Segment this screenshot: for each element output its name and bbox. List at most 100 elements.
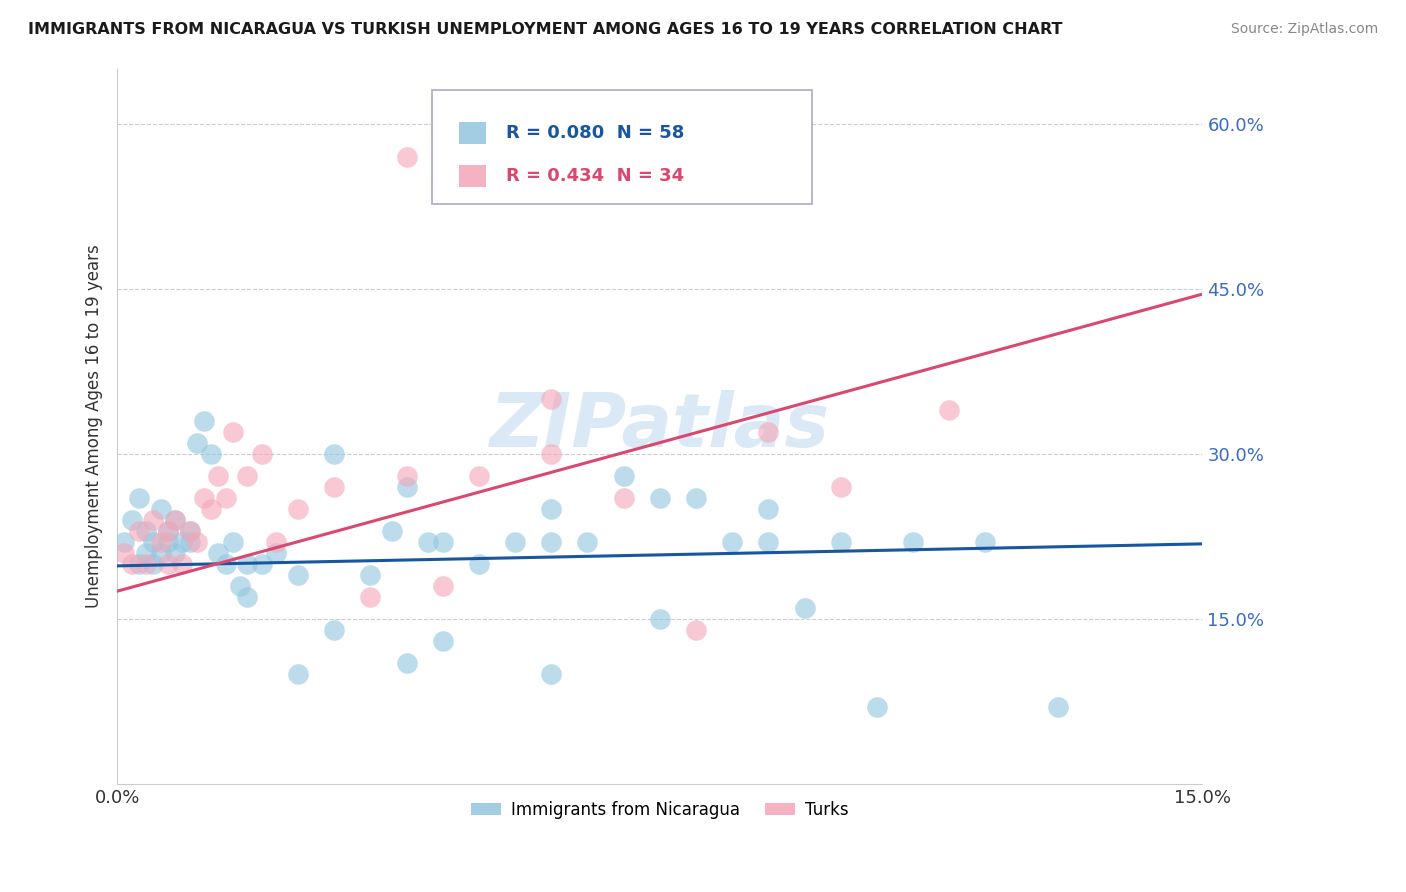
- Point: [540, 501, 562, 516]
- Point: [395, 150, 418, 164]
- Point: [165, 513, 187, 527]
- Point: [149, 546, 172, 560]
- Point: [540, 447, 562, 461]
- Point: [250, 447, 273, 461]
- Point: [112, 534, 135, 549]
- Text: R = 0.434  N = 34: R = 0.434 N = 34: [506, 167, 683, 185]
- Point: [142, 534, 165, 549]
- Point: [685, 623, 707, 637]
- Point: [156, 524, 179, 538]
- Legend: Immigrants from Nicaragua, Turks: Immigrants from Nicaragua, Turks: [464, 794, 855, 825]
- FancyBboxPatch shape: [432, 90, 811, 204]
- Point: [165, 513, 187, 527]
- Point: [186, 534, 208, 549]
- Point: [215, 491, 238, 505]
- Point: [830, 480, 852, 494]
- Point: [266, 534, 288, 549]
- Point: [381, 524, 404, 538]
- Point: [179, 534, 201, 549]
- Point: [250, 557, 273, 571]
- Point: [222, 534, 245, 549]
- Point: [323, 480, 346, 494]
- Point: [323, 447, 346, 461]
- Point: [128, 557, 150, 571]
- Point: [468, 557, 491, 571]
- Point: [613, 468, 636, 483]
- Point: [756, 425, 779, 439]
- Point: [149, 534, 172, 549]
- Point: [156, 534, 179, 549]
- Y-axis label: Unemployment Among Ages 16 to 19 years: Unemployment Among Ages 16 to 19 years: [86, 244, 103, 608]
- Point: [648, 612, 671, 626]
- Point: [395, 480, 418, 494]
- Point: [721, 534, 744, 549]
- Point: [359, 567, 381, 582]
- Point: [756, 534, 779, 549]
- Point: [432, 534, 454, 549]
- Point: [193, 414, 215, 428]
- Point: [215, 557, 238, 571]
- Point: [156, 524, 179, 538]
- Point: [866, 699, 889, 714]
- Point: [156, 557, 179, 571]
- Point: [222, 425, 245, 439]
- Point: [395, 656, 418, 670]
- Point: [468, 468, 491, 483]
- Point: [229, 579, 252, 593]
- Point: [648, 491, 671, 505]
- Point: [395, 468, 418, 483]
- Point: [287, 567, 309, 582]
- Point: [207, 468, 229, 483]
- Point: [830, 534, 852, 549]
- Point: [540, 534, 562, 549]
- Point: [576, 534, 599, 549]
- Point: [186, 435, 208, 450]
- Point: [236, 590, 259, 604]
- Point: [236, 468, 259, 483]
- Point: [135, 546, 157, 560]
- Text: Source: ZipAtlas.com: Source: ZipAtlas.com: [1230, 22, 1378, 37]
- Point: [432, 633, 454, 648]
- Point: [128, 524, 150, 538]
- Point: [135, 557, 157, 571]
- Point: [287, 666, 309, 681]
- Point: [121, 557, 143, 571]
- Text: R = 0.080  N = 58: R = 0.080 N = 58: [506, 124, 685, 142]
- Point: [165, 546, 187, 560]
- Point: [149, 501, 172, 516]
- Point: [142, 557, 165, 571]
- Point: [540, 392, 562, 406]
- Point: [1046, 699, 1069, 714]
- Point: [323, 623, 346, 637]
- Point: [756, 501, 779, 516]
- Text: ZIPatlas: ZIPatlas: [489, 390, 830, 463]
- Point: [128, 491, 150, 505]
- Point: [207, 546, 229, 560]
- Point: [938, 402, 960, 417]
- Point: [236, 557, 259, 571]
- Point: [418, 534, 440, 549]
- Point: [359, 590, 381, 604]
- Point: [142, 513, 165, 527]
- FancyBboxPatch shape: [458, 165, 486, 186]
- Text: IMMIGRANTS FROM NICARAGUA VS TURKISH UNEMPLOYMENT AMONG AGES 16 TO 19 YEARS CORR: IMMIGRANTS FROM NICARAGUA VS TURKISH UNE…: [28, 22, 1063, 37]
- Point: [685, 491, 707, 505]
- Point: [287, 501, 309, 516]
- Point: [112, 546, 135, 560]
- Point: [200, 501, 222, 516]
- Point: [193, 491, 215, 505]
- Point: [793, 600, 815, 615]
- Point: [179, 524, 201, 538]
- Point: [172, 557, 194, 571]
- Point: [179, 524, 201, 538]
- Point: [974, 534, 997, 549]
- Point: [200, 447, 222, 461]
- Point: [266, 546, 288, 560]
- Point: [901, 534, 924, 549]
- Point: [503, 534, 526, 549]
- Point: [172, 534, 194, 549]
- Point: [121, 513, 143, 527]
- Point: [432, 579, 454, 593]
- Point: [540, 666, 562, 681]
- Point: [613, 491, 636, 505]
